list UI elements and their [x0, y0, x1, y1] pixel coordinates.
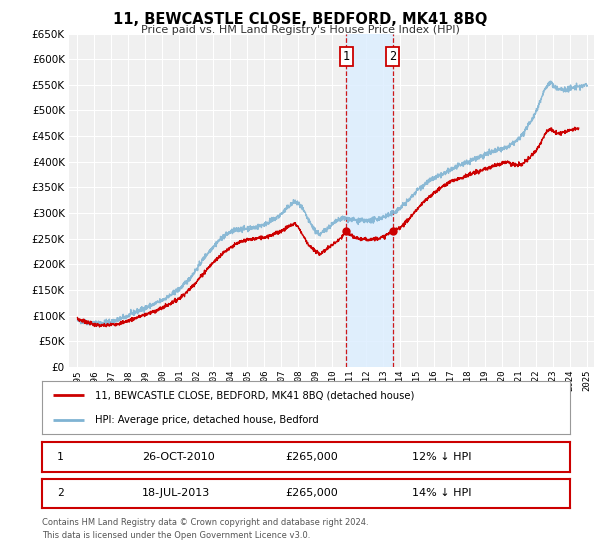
Text: 1: 1	[57, 452, 64, 462]
Text: 26-OCT-2010: 26-OCT-2010	[142, 452, 215, 462]
Text: 1: 1	[343, 50, 350, 63]
Text: 11, BEWCASTLE CLOSE, BEDFORD, MK41 8BQ (detached house): 11, BEWCASTLE CLOSE, BEDFORD, MK41 8BQ (…	[95, 390, 414, 400]
Text: 11, BEWCASTLE CLOSE, BEDFORD, MK41 8BQ: 11, BEWCASTLE CLOSE, BEDFORD, MK41 8BQ	[113, 12, 487, 27]
Text: £265,000: £265,000	[285, 488, 338, 498]
Text: Price paid vs. HM Land Registry's House Price Index (HPI): Price paid vs. HM Land Registry's House …	[140, 25, 460, 35]
Bar	[346, 34, 392, 367]
Text: 2: 2	[389, 50, 396, 63]
Text: 18-JUL-2013: 18-JUL-2013	[142, 488, 211, 498]
Text: 12% ↓ HPI: 12% ↓ HPI	[412, 452, 471, 462]
Text: £265,000: £265,000	[285, 452, 338, 462]
Text: 14% ↓ HPI: 14% ↓ HPI	[412, 488, 471, 498]
Text: HPI: Average price, detached house, Bedford: HPI: Average price, detached house, Bedf…	[95, 414, 319, 424]
Text: Contains HM Land Registry data © Crown copyright and database right 2024.
This d: Contains HM Land Registry data © Crown c…	[42, 518, 368, 539]
Text: 2: 2	[57, 488, 64, 498]
